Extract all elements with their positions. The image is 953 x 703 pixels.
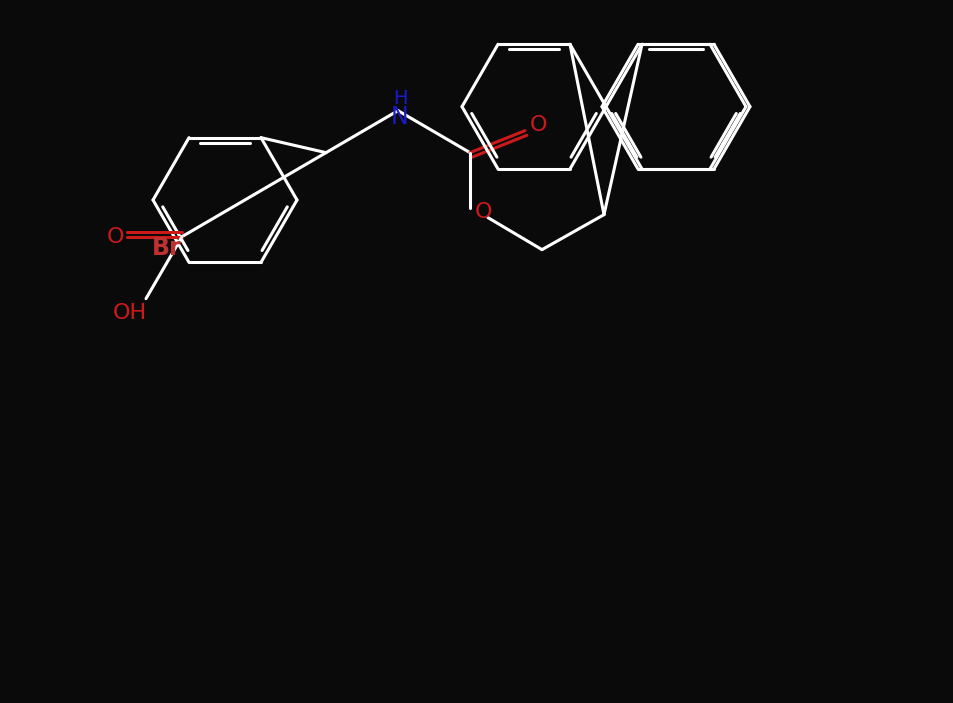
Text: N: N bbox=[391, 105, 409, 129]
Text: O: O bbox=[530, 115, 547, 135]
Text: Br: Br bbox=[152, 236, 182, 260]
Text: O: O bbox=[475, 202, 493, 221]
Text: H: H bbox=[393, 89, 407, 108]
Text: OH: OH bbox=[112, 303, 147, 323]
Text: O: O bbox=[106, 226, 124, 247]
